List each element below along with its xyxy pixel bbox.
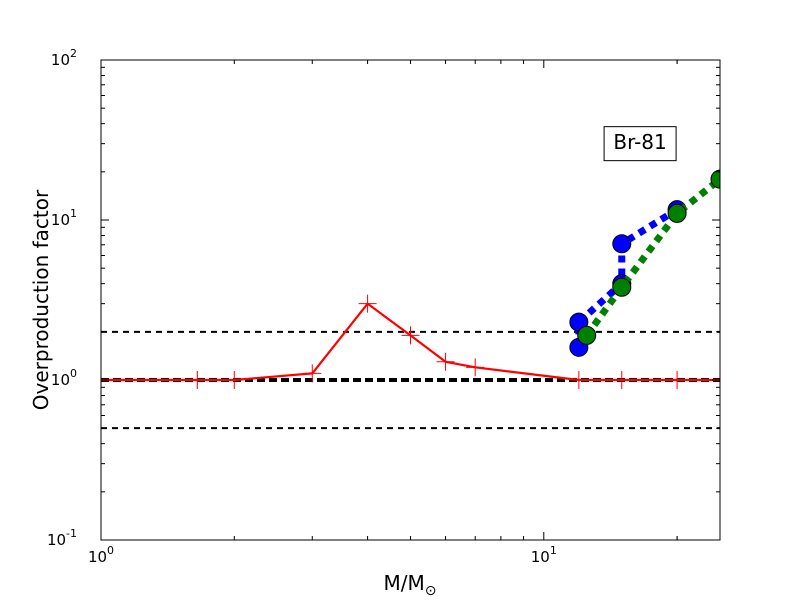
x-tick-base: 10 bbox=[88, 548, 107, 566]
series-1-point-2 bbox=[188, 371, 207, 389]
series-1-point-4 bbox=[303, 364, 322, 383]
series-3-point-1 bbox=[577, 325, 597, 345]
y-tick-base: 10 bbox=[47, 531, 66, 549]
y-tick-exp: 0 bbox=[70, 367, 77, 380]
x-tick-exp: 0 bbox=[107, 544, 114, 557]
series-1-point-5 bbox=[358, 294, 377, 313]
x-tick-base: 10 bbox=[531, 548, 550, 566]
y-tick-base: 10 bbox=[51, 51, 70, 69]
y-tick-base: 10 bbox=[51, 211, 70, 229]
series-1-point-6 bbox=[401, 326, 420, 345]
series-2-point-4 bbox=[612, 234, 632, 254]
plot-area bbox=[101, 169, 720, 430]
annotation-box: Br-81 bbox=[603, 126, 677, 162]
series-3-line bbox=[583, 176, 720, 338]
y-tick-label-3: 101 bbox=[51, 207, 77, 229]
y-tick-base: 10 bbox=[51, 371, 70, 389]
series-1-point-11 bbox=[668, 371, 687, 389]
series-1-point-10 bbox=[612, 371, 631, 389]
y-tick-exp: 1 bbox=[70, 207, 77, 220]
series-3-point-4 bbox=[710, 169, 720, 189]
series-1-point-7 bbox=[436, 352, 455, 371]
y-axis-label: Overproduction factor bbox=[29, 189, 53, 410]
x-axis-label: M/M⊙ bbox=[384, 571, 437, 599]
annotation-label: Br-81 bbox=[613, 130, 666, 154]
y-tick-exp: -1 bbox=[66, 527, 77, 540]
y-tick-label-4: 102 bbox=[51, 47, 77, 69]
x-axis-label-subscript: ⊙ bbox=[425, 583, 437, 599]
series-3-point-2 bbox=[612, 277, 632, 297]
y-tick-label-1: 10-1 bbox=[47, 527, 77, 549]
series-1-point-3 bbox=[225, 371, 244, 389]
x-tick-label-1: 100 bbox=[88, 544, 114, 566]
plot-clip-group bbox=[101, 169, 720, 430]
x-tick-exp: 1 bbox=[550, 544, 557, 557]
series-1-point-9 bbox=[569, 371, 588, 389]
y-tick-label-2: 100 bbox=[51, 367, 77, 389]
series-3-point-3 bbox=[667, 203, 687, 223]
series-1-point-8 bbox=[466, 358, 485, 377]
x-axis-label-main: M/M bbox=[384, 571, 425, 595]
annotation-frame bbox=[603, 126, 677, 162]
y-tick-exp: 2 bbox=[70, 47, 77, 60]
x-tick-label-2: 101 bbox=[531, 544, 557, 566]
